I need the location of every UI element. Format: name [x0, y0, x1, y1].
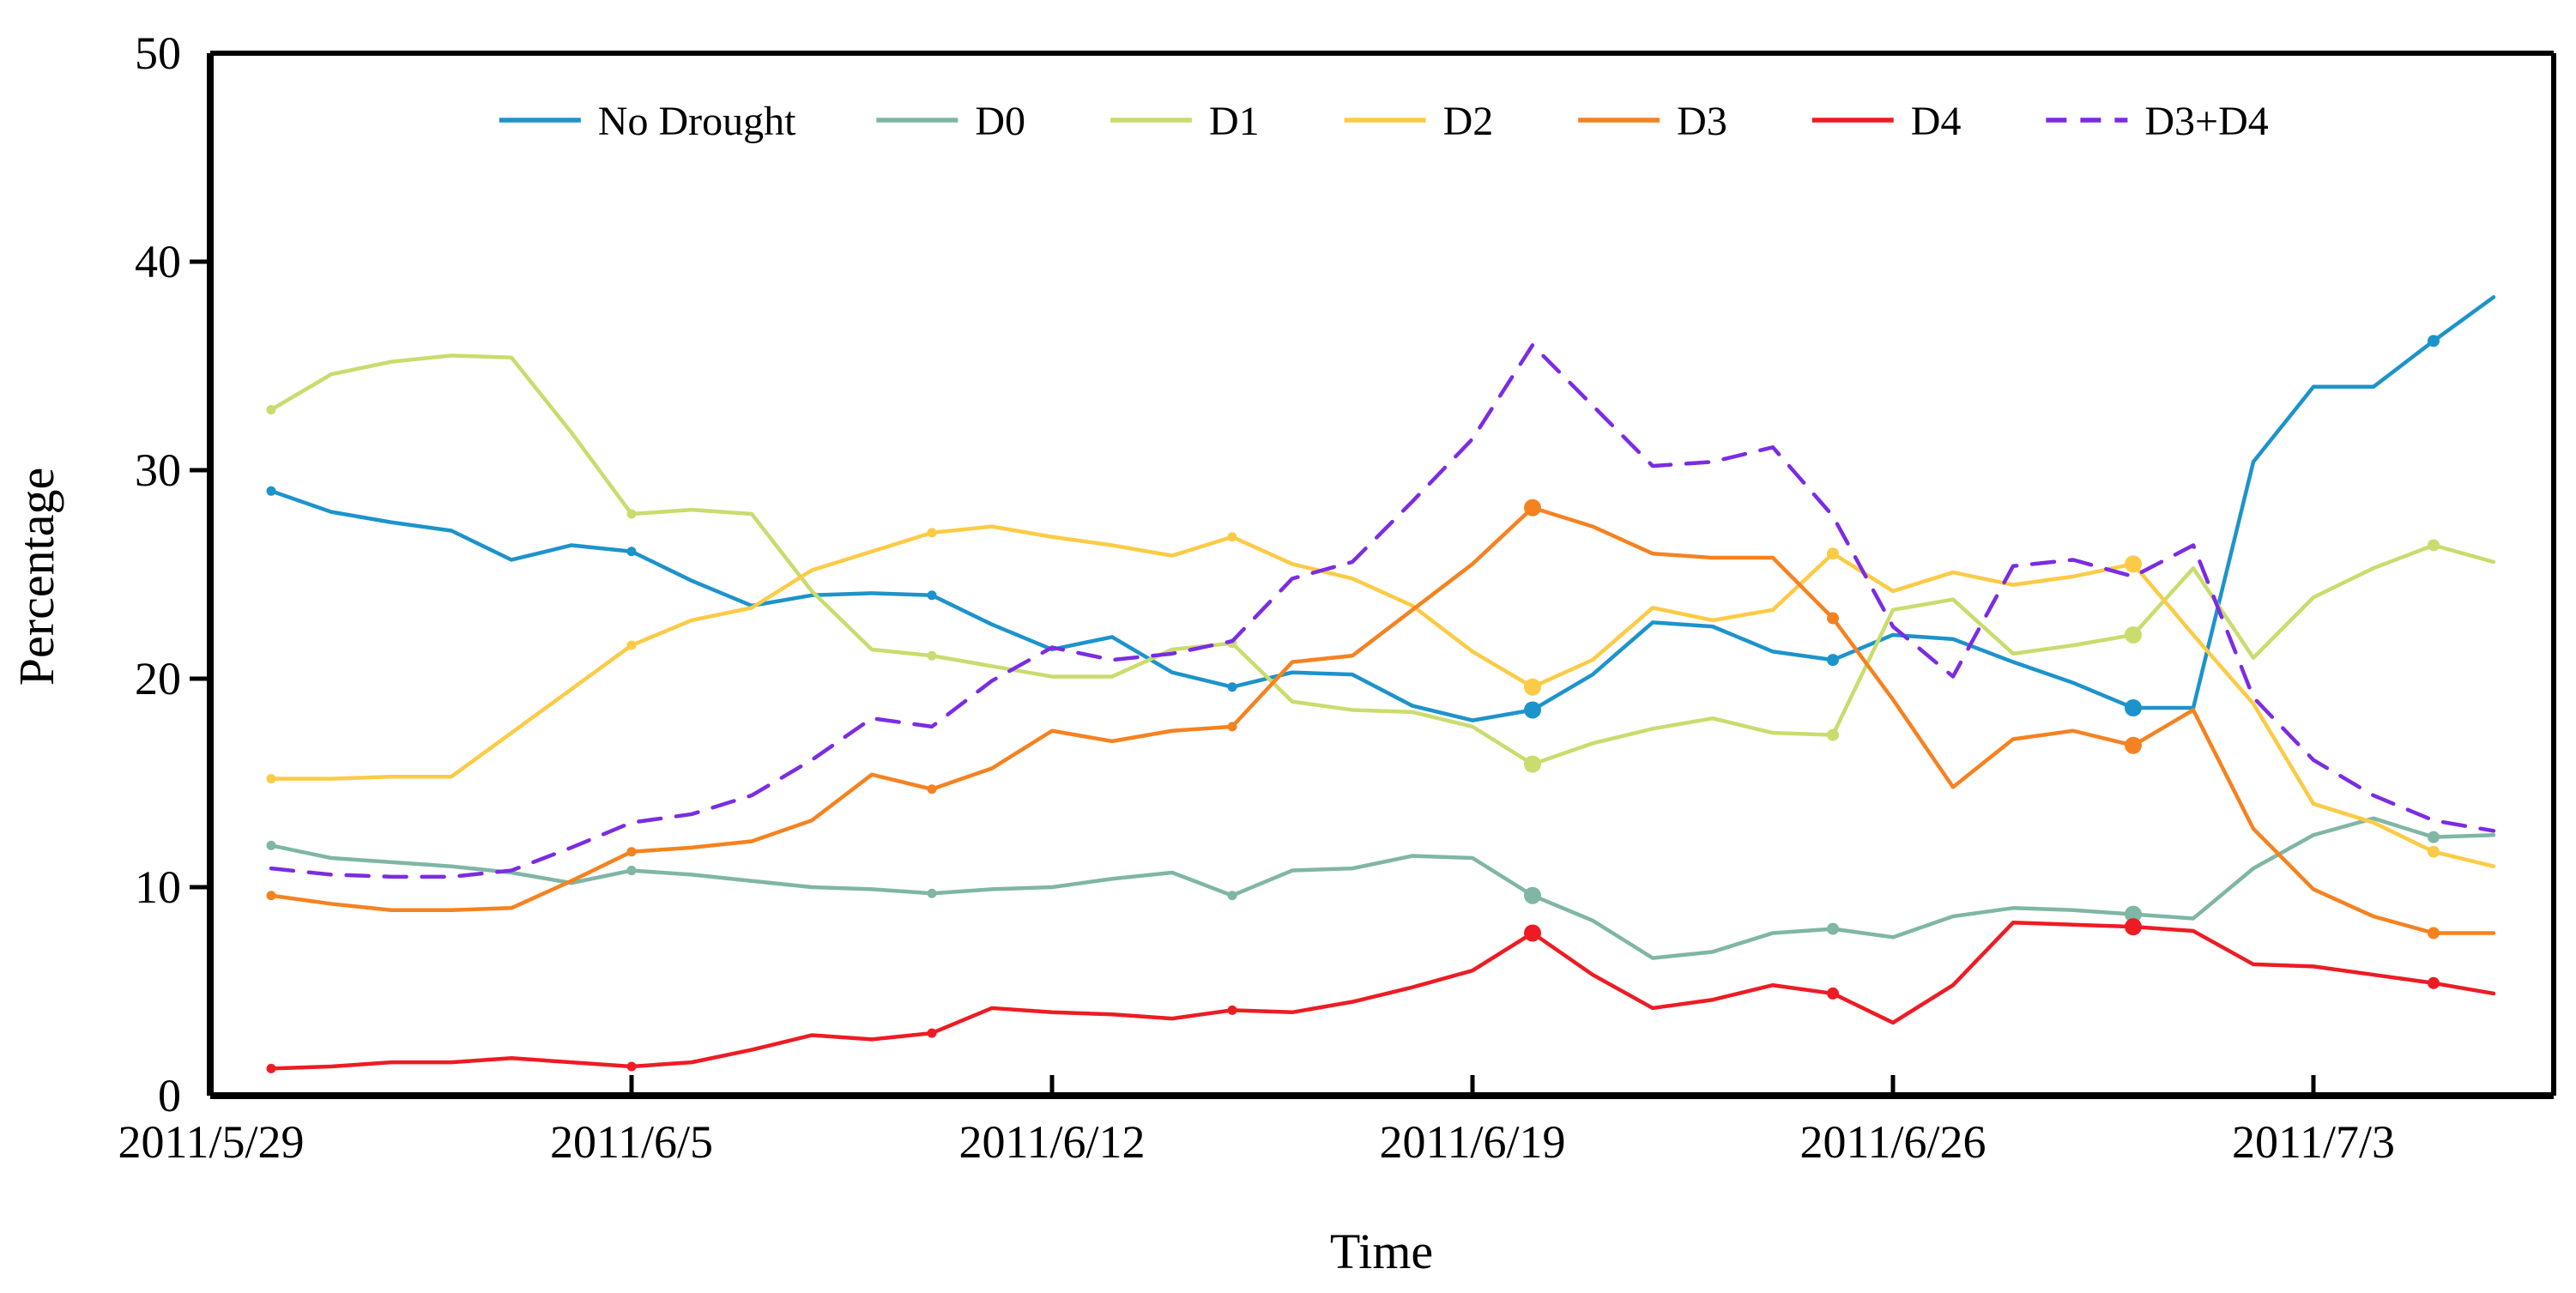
- series-line-d0: [269, 816, 2496, 960]
- series-line-no-drought: [269, 295, 2496, 722]
- marker-dot-d0: [1827, 922, 1839, 935]
- marker-dot-d0: [2428, 831, 2440, 843]
- legend-item-no-drought: No Drought: [499, 99, 796, 144]
- marker-dot-d3: [1227, 722, 1237, 732]
- legend-label: D3+D4: [2144, 99, 2268, 144]
- data-series: [266, 295, 2496, 1073]
- marker-dot-d0: [1227, 891, 1237, 901]
- marker-dot-d3: [1524, 498, 1541, 517]
- marker-dot-d3: [266, 891, 276, 901]
- marker-dot-d1: [1524, 755, 1541, 773]
- legend-label: D4: [1911, 99, 1962, 144]
- series-line-d3-d4: [269, 342, 2496, 879]
- marker-dot-d4: [266, 1063, 276, 1073]
- marker-dot-d4: [927, 1028, 937, 1038]
- marker-dot-d1: [2428, 539, 2440, 552]
- x-tick-label: 2011/7/3: [2232, 1116, 2395, 1168]
- legend-label: D3: [1677, 99, 1727, 144]
- chart-legend: No Drought D0 D1 D2 D3 D4 D3+D4: [499, 99, 2269, 144]
- marker-dot-no-drought: [626, 547, 637, 557]
- series-line-d3: [269, 505, 2496, 935]
- series-line-d4: [269, 921, 2496, 1071]
- marker-dot-d0: [927, 888, 937, 898]
- plot-frame: [207, 51, 2556, 1099]
- marker-dot-d3: [626, 847, 637, 857]
- x-tick-label: 2011/6/12: [958, 1116, 1145, 1168]
- marker-dot-d0: [1524, 886, 1541, 904]
- series-line-d2: [269, 524, 2496, 868]
- marker-dot-d1: [1827, 728, 1839, 741]
- x-tick-label: 2011/6/5: [550, 1116, 713, 1168]
- marker-dot-d2: [1827, 547, 1839, 560]
- marker-dot-d4: [1827, 987, 1839, 1000]
- marker-dot-d3: [927, 784, 937, 795]
- legend-label: No Drought: [598, 99, 796, 144]
- marker-dot-no-drought: [266, 486, 276, 496]
- marker-dot-d2: [626, 640, 637, 650]
- x-tick-label: 2011/6/19: [1379, 1116, 1565, 1168]
- legend-item-d3: D3: [1578, 99, 1727, 144]
- marker-dot-d1: [927, 650, 937, 661]
- y-tick-label: 50: [135, 27, 181, 79]
- axis-ticks: 0 10 20 30 40 50 2011/5/29 2011/6/5 2011/6/12 201…: [118, 27, 2395, 1168]
- marker-dot-d3: [2125, 736, 2142, 754]
- marker-dot-d4: [1227, 1005, 1237, 1015]
- marker-dot-d4: [2428, 976, 2440, 989]
- x-axis-title: Time: [1330, 1224, 1433, 1279]
- marker-dot-d2: [2125, 555, 2142, 573]
- marker-dot-d2: [1227, 532, 1237, 542]
- y-axis-title: Percentage: [9, 468, 64, 686]
- marker-dot-d3: [1827, 612, 1839, 625]
- marker-dot-d0: [2125, 905, 2142, 923]
- y-tick-label: 20: [135, 653, 181, 704]
- marker-dot-d4: [2125, 918, 2142, 936]
- marker-dot-d3: [2428, 927, 2440, 940]
- marker-dot-d1: [626, 509, 637, 519]
- marker-dot-d1: [266, 405, 276, 415]
- marker-dot-d2: [266, 774, 276, 784]
- legend-item-d3-d4: D3+D4: [2046, 99, 2269, 144]
- legend-item-d4: D4: [1811, 99, 1962, 144]
- marker-dot-no-drought: [1524, 701, 1541, 719]
- x-tick-label: 2011/6/26: [1799, 1116, 1986, 1168]
- marker-dot-d0: [626, 866, 637, 876]
- legend-item-d0: D0: [876, 99, 1025, 144]
- y-tick-label: 0: [158, 1070, 181, 1121]
- marker-dot-d0: [266, 840, 276, 850]
- x-tick-label: 2011/5/29: [118, 1116, 304, 1168]
- y-tick-label: 10: [135, 861, 181, 913]
- legend-item-d2: D2: [1344, 99, 1494, 144]
- marker-dot-no-drought: [2125, 699, 2142, 717]
- marker-dot-no-drought: [1827, 654, 1839, 667]
- legend-label: D2: [1443, 99, 1494, 144]
- marker-dot-no-drought: [2428, 335, 2440, 347]
- legend-item-d1: D1: [1110, 99, 1260, 144]
- y-tick-label: 30: [135, 444, 181, 496]
- legend-label: D0: [975, 99, 1025, 144]
- legend-label: D1: [1209, 99, 1260, 144]
- marker-dot-d2: [2428, 845, 2440, 858]
- marker-dot-d4: [1524, 924, 1541, 942]
- marker-dot-no-drought: [927, 590, 937, 601]
- marker-dot-d4: [626, 1061, 637, 1072]
- marker-dot-d2: [1524, 678, 1541, 696]
- series-line-d1: [269, 353, 2496, 766]
- marker-dot-no-drought: [1227, 682, 1237, 692]
- marker-dot-d1: [2125, 625, 2142, 643]
- y-tick-label: 40: [135, 236, 181, 287]
- marker-dot-d2: [927, 528, 937, 538]
